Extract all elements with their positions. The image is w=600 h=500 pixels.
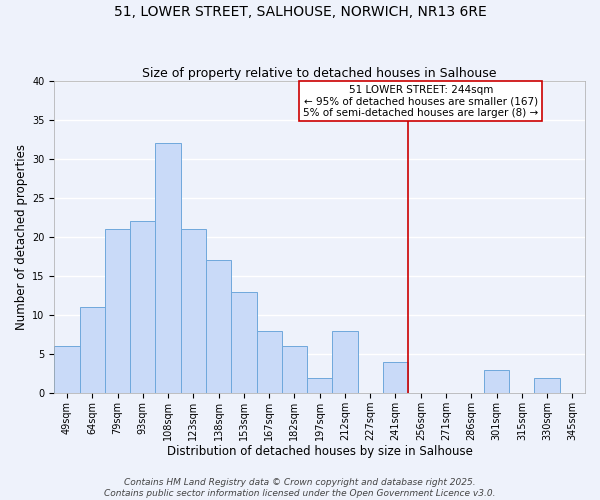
Text: 51, LOWER STREET, SALHOUSE, NORWICH, NR13 6RE: 51, LOWER STREET, SALHOUSE, NORWICH, NR1… [113, 5, 487, 19]
Title: Size of property relative to detached houses in Salhouse: Size of property relative to detached ho… [142, 66, 497, 80]
Bar [206, 260, 231, 393]
Bar [307, 378, 332, 393]
Bar [130, 222, 155, 393]
Bar [155, 143, 181, 393]
Y-axis label: Number of detached properties: Number of detached properties [15, 144, 28, 330]
Bar [484, 370, 509, 393]
Bar [282, 346, 307, 393]
Bar [55, 346, 80, 393]
Bar [535, 378, 560, 393]
Bar [383, 362, 408, 393]
Bar [231, 292, 257, 393]
Text: Contains HM Land Registry data © Crown copyright and database right 2025.
Contai: Contains HM Land Registry data © Crown c… [104, 478, 496, 498]
Bar [257, 330, 282, 393]
Bar [105, 229, 130, 393]
X-axis label: Distribution of detached houses by size in Salhouse: Distribution of detached houses by size … [167, 444, 473, 458]
Bar [332, 330, 358, 393]
Bar [80, 307, 105, 393]
Text: 51 LOWER STREET: 244sqm
← 95% of detached houses are smaller (167)
5% of semi-de: 51 LOWER STREET: 244sqm ← 95% of detache… [303, 84, 538, 118]
Bar [181, 229, 206, 393]
